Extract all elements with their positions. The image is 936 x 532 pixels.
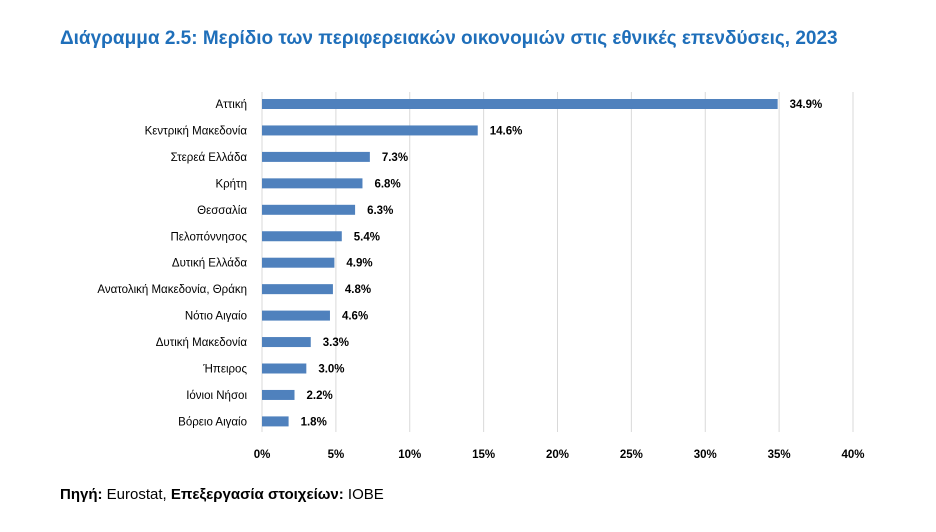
bar-chart: Αττική 34.9% Κεντρική Μακεδονία 14.6% Στερεά… (97, 92, 865, 461)
category-label: Θεσσαλία (197, 205, 247, 217)
data-label: 7.3% (382, 152, 408, 164)
label-layer: Αττική 34.9% Κεντρική Μακεδονία 14.6% Στερεά… (97, 99, 822, 428)
source-value: Eurostat, (102, 486, 171, 503)
x-tick-label: 30% (694, 449, 717, 461)
bar (262, 337, 311, 348)
chart-title: Διάγραμμα 2.5: Μερίδιο των περιφερειακών… (60, 28, 838, 49)
bar (262, 310, 330, 321)
x-tick-label: 35% (768, 449, 791, 461)
category-label: Κεντρική Μακεδονία (145, 125, 248, 137)
category-label: Ανατολική Μακεδονία, Θράκη (97, 284, 247, 296)
category-label: Αττική (216, 99, 247, 111)
bar (262, 204, 356, 215)
bar (262, 284, 333, 295)
x-tick-label: 15% (472, 449, 495, 461)
category-label: Στερεά Ελλάδα (171, 152, 248, 164)
processing-label: Επεξεργασία στοιχείων: (170, 486, 344, 503)
x-tick-label: 20% (546, 449, 569, 461)
x-tick-label: 25% (620, 449, 643, 461)
bar (262, 99, 778, 109)
data-label: 5.4% (354, 231, 380, 243)
data-label: 2.2% (307, 390, 333, 402)
x-axis-tick-layer: 0% 5% 10% 15% 20% 25% 30% 35% 40% (254, 449, 865, 461)
processing-value: ΙΟΒΕ (343, 486, 384, 503)
data-label: 4.8% (345, 284, 371, 296)
bar (262, 178, 363, 189)
data-label: 3.0% (318, 364, 344, 376)
data-label: 4.6% (342, 311, 368, 323)
source-label: Πηγή: (60, 486, 103, 503)
data-label: 6.8% (374, 178, 400, 190)
category-label: Νότιο Αιγαίο (185, 311, 247, 323)
data-label: 34.9% (790, 99, 823, 111)
data-label: 4.9% (346, 258, 372, 270)
bar (262, 125, 478, 136)
x-tick-label: 40% (841, 449, 864, 461)
bar (262, 389, 295, 400)
x-tick-label: 5% (328, 449, 345, 461)
category-label: Πελοπόννησος (170, 231, 247, 243)
category-label: Δυτική Ελλάδα (172, 258, 247, 270)
category-label: Ήπειρος (202, 364, 247, 376)
data-label: 14.6% (490, 125, 523, 137)
bar (262, 231, 342, 242)
category-label: Δυτική Μακεδονία (156, 337, 248, 349)
data-label: 3.3% (323, 337, 349, 349)
category-label: Ιόνιοι Νήσοι (186, 390, 247, 402)
source-note: Πηγή: Eurostat, Επεξεργασία στοιχείων: Ι… (60, 486, 384, 503)
bar (262, 257, 335, 268)
data-label: 1.8% (301, 416, 327, 428)
bar (262, 151, 370, 162)
category-label: Κρήτη (215, 178, 247, 190)
x-tick-label: 10% (398, 449, 421, 461)
x-tick-label: 0% (254, 449, 271, 461)
bar (262, 416, 289, 427)
bar-layer (262, 99, 778, 427)
data-label: 6.3% (367, 205, 393, 217)
bar (262, 363, 307, 374)
category-label: Βόρειο Αιγαίο (178, 416, 247, 428)
